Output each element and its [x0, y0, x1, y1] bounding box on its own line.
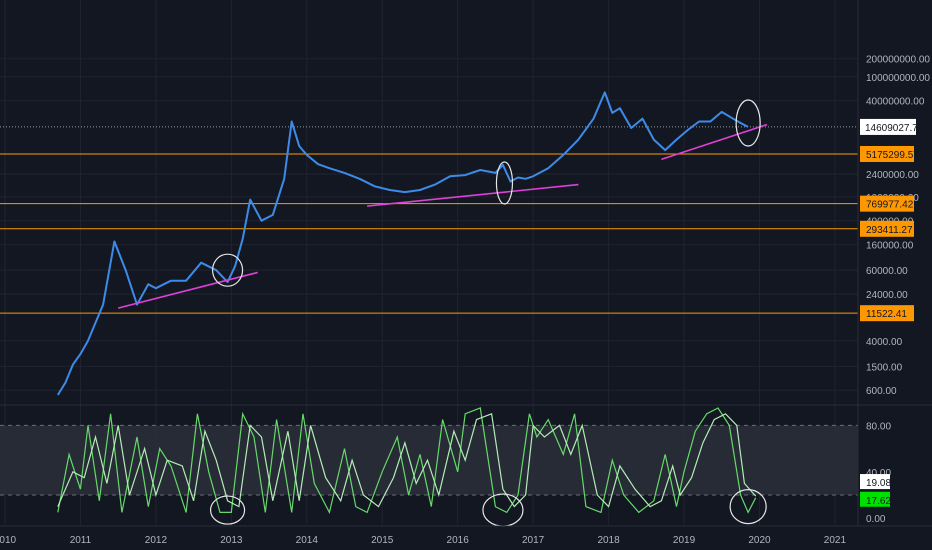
- highlight-circle: [209, 495, 246, 525]
- oscillator-tick-label: 80.00: [866, 421, 891, 432]
- time-tick-label: 2015: [371, 535, 394, 546]
- price-tick-label: 200000000.00: [866, 55, 930, 66]
- oscillator-d-badge: [860, 474, 890, 490]
- level-badge: [860, 220, 914, 237]
- oscillator-d-label: 19.08: [866, 478, 891, 489]
- current-price-label: 14609027.75: [865, 123, 924, 134]
- time-tick-label: 2016: [447, 535, 470, 546]
- price-tick-label: 24000.00: [866, 290, 908, 301]
- current-price-badge: [860, 118, 916, 135]
- oscillator-k-badge: [860, 491, 890, 507]
- time-tick-label: 2021: [824, 535, 847, 546]
- oscillator-tick-label: 40.00: [866, 468, 891, 479]
- oscillator-tick-label: 0.00: [866, 514, 886, 525]
- level-badge: [860, 305, 914, 322]
- oscillator-k-label: 17.62: [866, 496, 891, 507]
- oscillator-d-line[interactable]: [57, 412, 757, 508]
- level-badge: [860, 145, 914, 162]
- level-label: 769977.42: [866, 200, 914, 211]
- trendline[interactable]: [661, 123, 768, 161]
- level-label: 5175299.57: [866, 150, 919, 161]
- oscillator-pane: [0, 407, 858, 527]
- highlight-circle: [735, 99, 761, 147]
- highlight-circle: [495, 161, 514, 205]
- horizontal-levels[interactable]: [0, 126, 858, 314]
- price-tick-label: 60000.00: [866, 266, 908, 277]
- price-tick-label: 40000000.00: [866, 97, 925, 108]
- time-tick-label: 2013: [220, 535, 243, 546]
- price-tick-label: 1500.00: [866, 362, 903, 373]
- time-tick-label: 2020: [748, 535, 771, 546]
- price-tick-label: 4000.00: [866, 337, 903, 348]
- trendline[interactable]: [117, 271, 258, 309]
- price-tick-label: 100000000.00: [866, 73, 930, 84]
- price-line[interactable]: [56, 91, 749, 396]
- level-badge: [860, 195, 914, 212]
- time-tick-label: 2011: [70, 535, 92, 546]
- time-tick-label: 2012: [145, 535, 168, 546]
- price-tick-label: 2400000.00: [866, 170, 919, 181]
- price-pane: [56, 91, 768, 396]
- level-label: 11522.41: [866, 309, 907, 320]
- highlight-circle: [211, 253, 244, 287]
- price-tick-label: 160000.00: [866, 241, 914, 252]
- time-tick-label: 2018: [597, 535, 620, 546]
- trendline[interactable]: [367, 183, 579, 207]
- price-tick-label: 600.00: [866, 386, 897, 397]
- time-tick-label: 2014: [296, 535, 319, 546]
- oscillator-band: [0, 425, 858, 495]
- highlight-circle: [729, 489, 767, 525]
- level-label: 293411.27: [866, 225, 913, 236]
- time-tick-label: 2019: [673, 535, 696, 546]
- time-tick-label: 2017: [522, 535, 545, 546]
